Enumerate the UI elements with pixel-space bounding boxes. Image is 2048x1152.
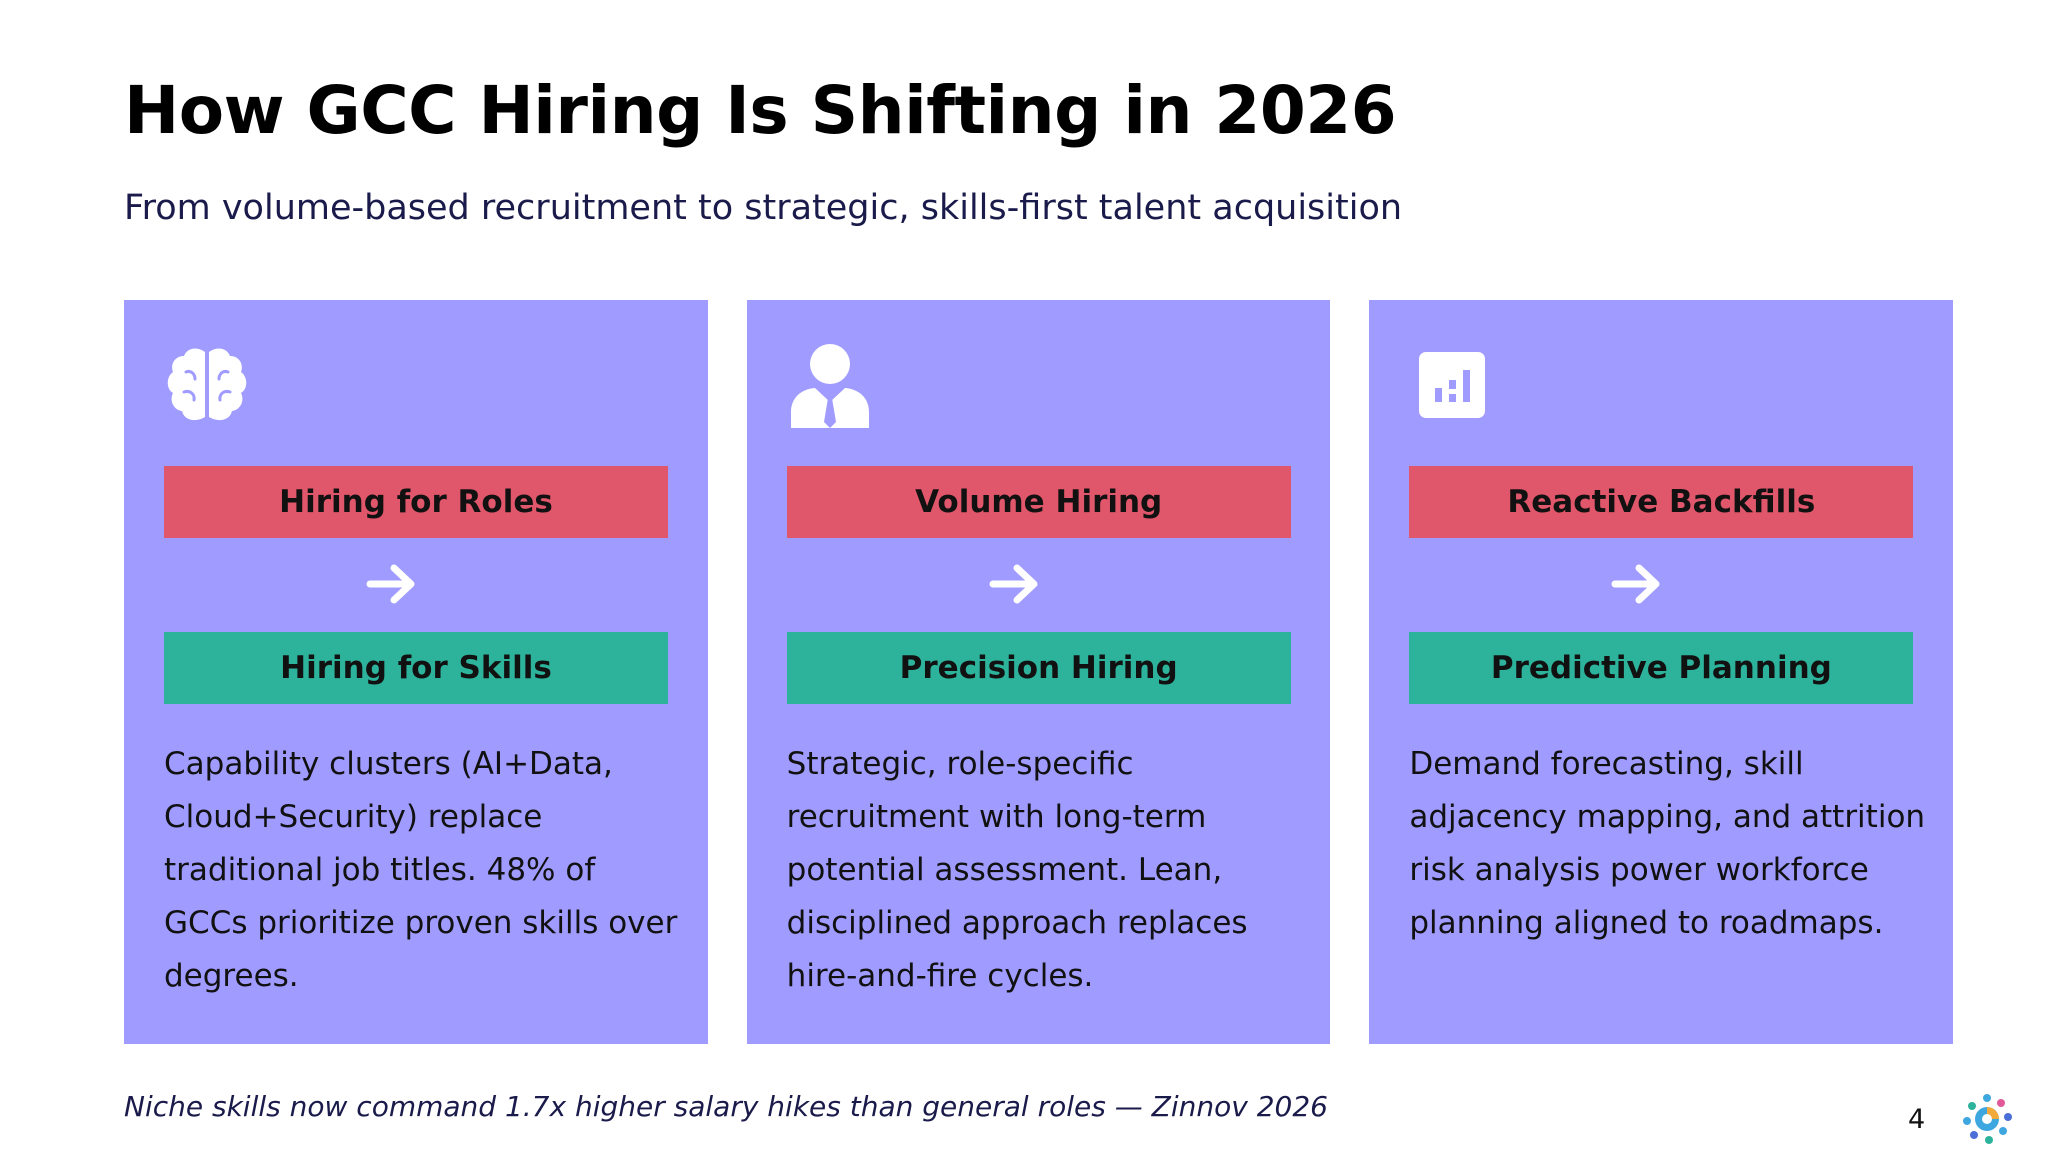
source-footnote: Niche skills now command 1.7x higher sal… (124, 1090, 1328, 1123)
from-label: Hiring for Roles (164, 466, 668, 538)
shift-cards: Hiring for Roles Hiring for Skills Capab… (124, 300, 1954, 1044)
user-tie-icon (787, 342, 873, 428)
arrow-right-icon (1609, 560, 1665, 608)
shift-card-volume-to-precision: Volume Hiring Precision Hiring Strategic… (746, 300, 1331, 1044)
card-description: Demand forecasting, skill adjacency mapp… (1409, 746, 1926, 941)
slide-subtitle: From volume-based recruitment to strateg… (124, 188, 1403, 228)
shift-card-reactive-to-predictive: Reactive Backfills Predictive Planning D… (1369, 300, 1954, 1044)
card-description: Strategic, role-specific recruitment wit… (786, 746, 1248, 994)
brain-icon (164, 342, 250, 428)
arrow-right-icon (987, 560, 1043, 608)
to-label: Precision Hiring (786, 632, 1291, 704)
to-label: Predictive Planning (1409, 632, 1914, 704)
to-label: Hiring for Skills (164, 632, 668, 704)
page-number: 4 (1908, 1104, 1926, 1135)
shift-card-roles-to-skills: Hiring for Roles Hiring for Skills Capab… (124, 300, 708, 1044)
slide-title: How GCC Hiring Is Shifting in 2026 (124, 72, 1397, 149)
from-label: Volume Hiring (786, 466, 1291, 538)
from-label: Reactive Backfills (1409, 466, 1914, 538)
card-description: Capability clusters (AI+Data, Cloud+Secu… (164, 746, 678, 994)
bar-chart-icon (1409, 342, 1495, 428)
company-logo-icon (1958, 1090, 2016, 1148)
arrow-right-icon (364, 560, 420, 608)
